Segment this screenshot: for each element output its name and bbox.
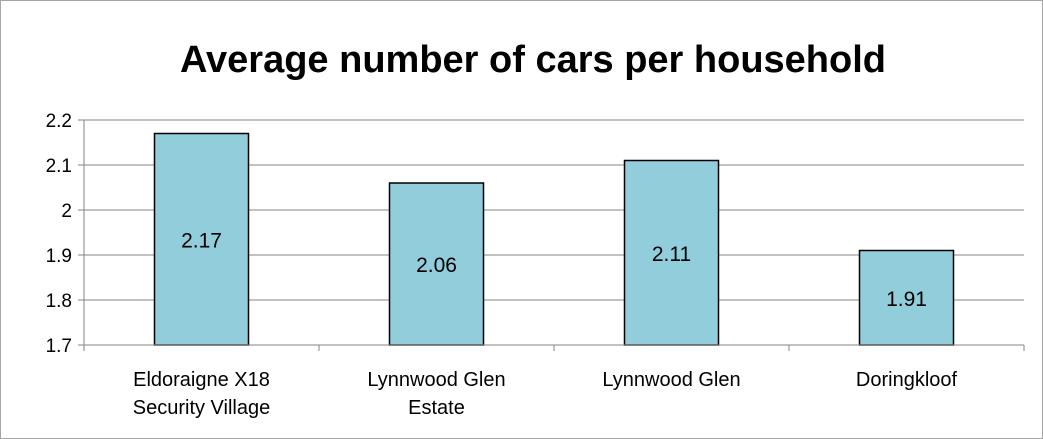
- x-category-label: Security Village: [133, 397, 270, 419]
- x-category-label: Doringkloof: [856, 369, 958, 391]
- y-tick-label: 1.7: [46, 336, 72, 357]
- y-tick-label: 2.2: [46, 111, 72, 132]
- data-label: 2.17: [181, 229, 222, 252]
- data-label: 1.91: [886, 288, 927, 311]
- bar: [153, 132, 250, 346]
- axes: [78, 119, 1025, 351]
- x-category-label: Lynnwood Glen: [367, 369, 505, 391]
- y-tick-label: 1.8: [46, 291, 72, 312]
- x-category-label: Estate: [408, 397, 465, 419]
- chart-title: Average number of cars per household: [180, 39, 886, 81]
- bar: [623, 159, 720, 346]
- y-tick-labels: 1.7 1.8 1.9 2 2.1 2.2: [46, 111, 72, 357]
- x-category-label: Eldoraigne X18: [133, 369, 270, 391]
- data-labels: 2.17 2.06 2.11 1.91: [181, 229, 927, 311]
- x-category-label: Lynnwood Glen: [602, 369, 740, 391]
- x-category-labels: Eldoraigne X18 Security Village Lynnwood G…: [133, 369, 958, 419]
- bars: [153, 132, 955, 346]
- y-tick-label: 1.9: [46, 246, 72, 267]
- y-tick-label: 2.1: [46, 156, 72, 177]
- data-label: 2.11: [652, 243, 691, 266]
- data-label: 2.06: [416, 254, 457, 277]
- bar: [858, 249, 955, 346]
- y-tick-label: 2: [61, 201, 72, 222]
